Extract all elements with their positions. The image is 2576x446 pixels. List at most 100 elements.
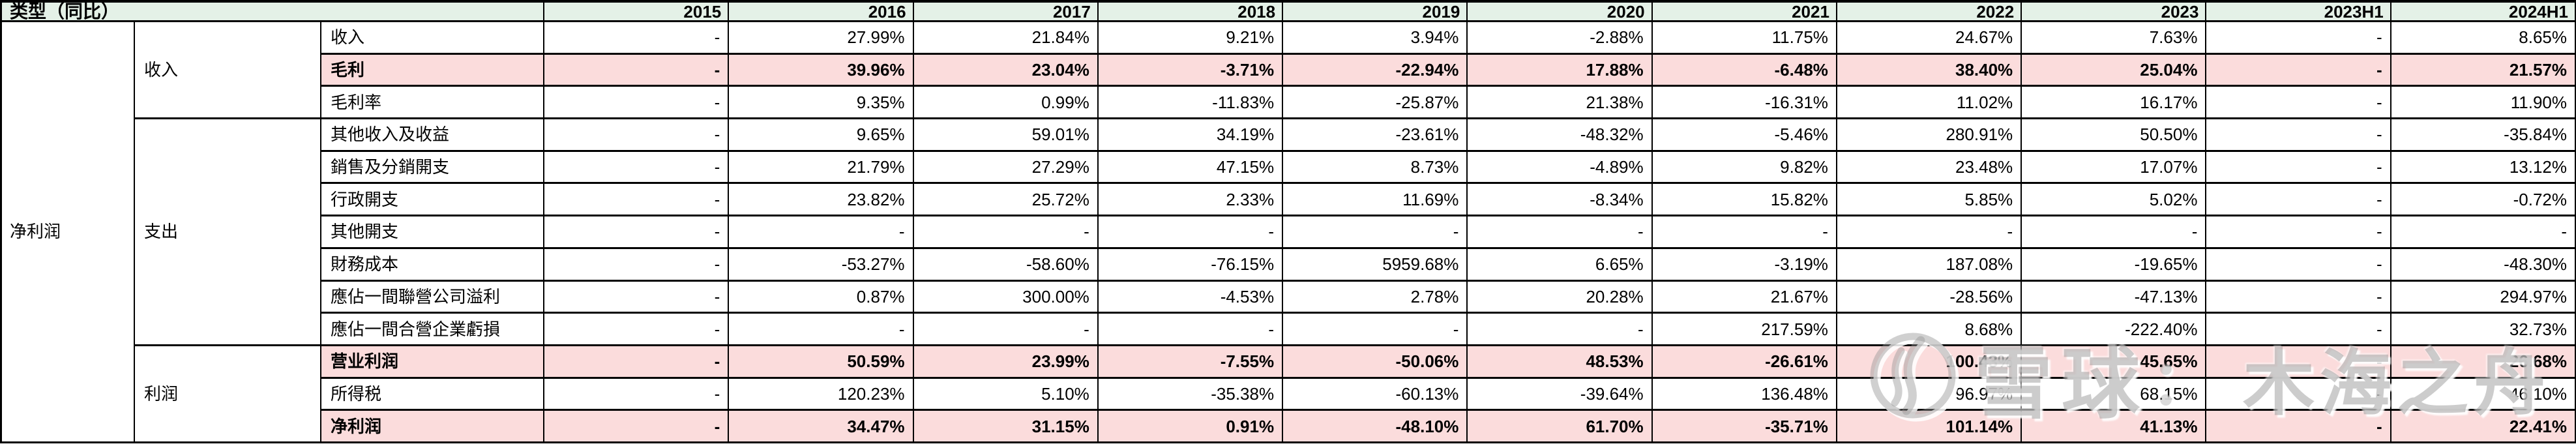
year-header-2018: 2018 [1098, 3, 1284, 22]
value-cell: 21.57% [2391, 54, 2576, 87]
value-cell: - [544, 281, 730, 314]
year-header-2023: 2023 [2022, 3, 2207, 22]
value-cell: 32.73% [2391, 314, 2576, 346]
value-cell: - [2206, 314, 2391, 346]
value-cell: 25.04% [2022, 54, 2207, 87]
value-cell: 9.65% [729, 119, 914, 152]
value-cell: 294.97% [2391, 281, 2576, 314]
value-cell: 187.08% [1837, 248, 2022, 282]
value-cell: -4.53% [1098, 281, 1284, 314]
value-cell: 23.04% [913, 54, 1099, 87]
value-cell: -5.46% [1652, 119, 1837, 152]
value-cell: 9.82% [1652, 151, 1837, 185]
year-header-2023H1: 2023H1 [2206, 3, 2391, 22]
value-cell: - [1468, 216, 1653, 249]
value-cell: - [544, 346, 730, 379]
value-cell: -6.48% [1652, 54, 1837, 87]
value-cell: 26.68% [2391, 346, 2576, 379]
value-cell: 96.97% [1837, 378, 2022, 411]
value-cell: 17.07% [2022, 151, 2207, 185]
value-cell: - [2206, 184, 2391, 217]
year-header-2020: 2020 [1468, 3, 1653, 22]
row-label: 营业利润 [321, 346, 544, 379]
year-header-2019: 2019 [1283, 3, 1468, 22]
value-cell: 45.65% [2022, 346, 2207, 379]
value-cell: 300.00% [913, 281, 1099, 314]
value-cell: - [1283, 314, 1468, 346]
value-cell: 0.91% [1098, 411, 1284, 443]
value-cell: -8.34% [1468, 184, 1653, 217]
value-cell: 21.84% [913, 22, 1099, 55]
value-cell: 5.10% [913, 378, 1099, 411]
value-cell: -7.55% [1098, 346, 1284, 379]
value-cell: - [2206, 54, 2391, 87]
value-cell: -26.61% [1652, 346, 1837, 379]
value-cell: 5.85% [1837, 184, 2022, 217]
value-cell: 136.48% [1652, 378, 1837, 411]
value-cell: 25.72% [913, 184, 1099, 217]
value-cell: 27.29% [913, 151, 1099, 185]
value-cell: 23.82% [729, 184, 914, 217]
value-cell: 22.41% [2391, 411, 2576, 443]
table-corner-title: 类型（同比） [2, 3, 544, 22]
value-cell: 7.63% [2022, 22, 2207, 55]
value-cell: 5959.68% [1283, 248, 1468, 282]
value-cell: 5.02% [2022, 184, 2207, 217]
value-cell: 21.38% [1468, 87, 1653, 120]
value-cell: -53.27% [729, 248, 914, 282]
value-cell: - [2206, 411, 2391, 443]
value-cell: -16.31% [1652, 87, 1837, 120]
row-label: 收入 [321, 22, 544, 55]
value-cell: - [2022, 216, 2207, 249]
value-cell: -48.30% [2391, 248, 2576, 282]
value-cell: - [1098, 314, 1284, 346]
value-cell: - [2206, 346, 2391, 379]
value-cell: 21.67% [1652, 281, 1837, 314]
value-cell: - [544, 151, 730, 185]
year-header-2015: 2015 [544, 3, 730, 22]
value-cell: 27.99% [729, 22, 914, 55]
value-cell: - [544, 54, 730, 87]
year-header-2021: 2021 [1652, 3, 1837, 22]
value-cell: -11.83% [1098, 87, 1284, 120]
year-header-2024H1: 2024H1 [2391, 3, 2576, 22]
value-cell: - [544, 378, 730, 411]
value-cell: 6.65% [1468, 248, 1653, 282]
row-label: 其他收入及收益 [321, 119, 544, 152]
value-cell: 8.65% [2391, 22, 2576, 55]
value-cell: 24.67% [1837, 22, 2022, 55]
value-cell: -2.88% [1468, 22, 1653, 55]
value-cell: - [1283, 216, 1468, 249]
value-cell: - [544, 411, 730, 443]
value-cell: 15.82% [1652, 184, 1837, 217]
year-header-2017: 2017 [913, 3, 1099, 22]
value-cell: 2.78% [1283, 281, 1468, 314]
value-cell: - [2206, 151, 2391, 185]
row-label: 應佔一間合營企業虧損 [321, 314, 544, 346]
value-cell: 101.14% [1837, 411, 2022, 443]
value-cell: -39.64% [1468, 378, 1653, 411]
value-cell: - [1837, 216, 2022, 249]
value-cell: 39.96% [729, 54, 914, 87]
value-cell: - [2206, 216, 2391, 249]
group-label: 收入 [135, 22, 321, 120]
value-cell: 11.90% [2391, 87, 2576, 120]
value-cell: 120.23% [729, 378, 914, 411]
value-cell: 8.73% [1283, 151, 1468, 185]
value-cell: - [729, 216, 914, 249]
value-cell: 11.02% [1837, 87, 2022, 120]
value-cell: - [1468, 314, 1653, 346]
value-cell: -3.71% [1098, 54, 1284, 87]
value-cell: - [1652, 216, 1837, 249]
value-cell: 20.28% [1468, 281, 1653, 314]
value-cell: - [544, 216, 730, 249]
value-cell: -50.06% [1283, 346, 1468, 379]
value-cell: -0.72% [2391, 184, 2576, 217]
value-cell: 9.21% [1098, 22, 1284, 55]
value-cell: - [2206, 119, 2391, 152]
value-cell: 59.01% [913, 119, 1099, 152]
value-cell: 3.94% [1283, 22, 1468, 55]
value-cell: - [2206, 87, 2391, 120]
value-cell: -19.65% [2022, 248, 2207, 282]
